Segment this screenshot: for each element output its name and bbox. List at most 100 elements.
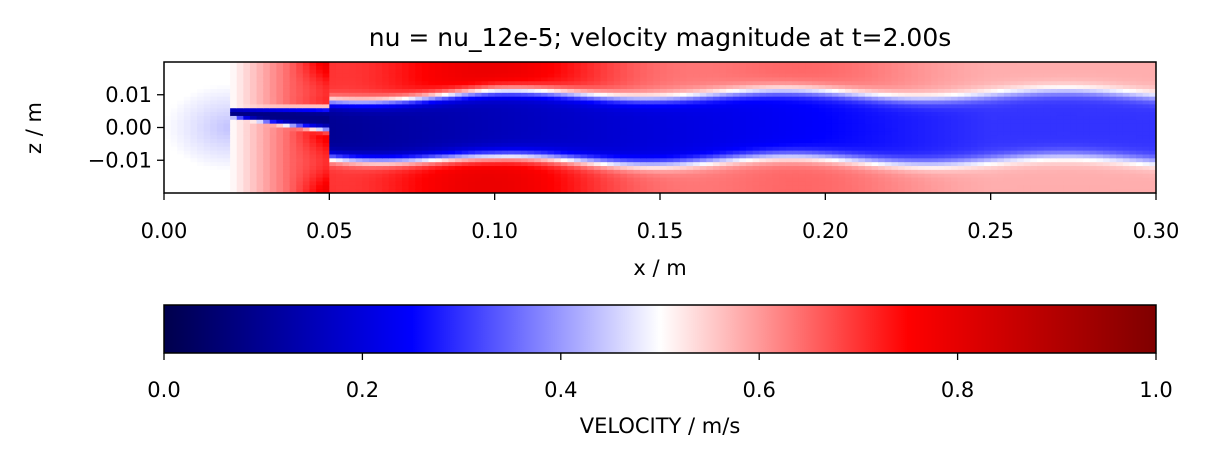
field-cell xyxy=(1103,119,1111,125)
field-cell xyxy=(944,77,952,82)
field-cell xyxy=(845,119,853,125)
field-cell xyxy=(183,108,192,113)
field-cell xyxy=(395,73,403,79)
field-cell xyxy=(177,96,185,102)
field-cell xyxy=(838,88,846,94)
field-cell xyxy=(1023,173,1031,179)
field-cell xyxy=(177,100,185,105)
field-cell xyxy=(911,189,919,193)
field-cell xyxy=(355,65,363,71)
field-cell xyxy=(203,173,211,179)
field-cell xyxy=(633,127,641,132)
field-cell xyxy=(534,139,542,144)
field-cell xyxy=(1003,162,1012,167)
field-cell xyxy=(600,166,608,171)
field-cell xyxy=(891,69,899,75)
field-cell xyxy=(911,96,919,102)
field-cell xyxy=(593,115,602,121)
field-cell xyxy=(984,146,992,152)
field-cell xyxy=(249,135,258,140)
field-cell xyxy=(329,69,337,75)
field-cell xyxy=(712,166,721,171)
field-cell xyxy=(230,104,238,109)
field-cell xyxy=(1070,77,1078,82)
field-cell xyxy=(197,65,205,71)
field-cell xyxy=(454,119,463,125)
field-cell xyxy=(679,139,688,144)
field-cell xyxy=(514,158,522,163)
field-cell xyxy=(1043,81,1051,86)
field-cell xyxy=(335,73,344,79)
field-cell xyxy=(732,131,740,136)
field-cell xyxy=(574,69,582,75)
field-cell xyxy=(402,173,410,179)
field-cell xyxy=(1109,146,1117,152)
field-cell xyxy=(607,150,615,156)
field-cell xyxy=(950,177,959,183)
field-cell xyxy=(1096,146,1104,152)
field-cell xyxy=(845,162,853,167)
field-cell xyxy=(884,158,893,163)
field-cell xyxy=(739,108,747,113)
field-cell xyxy=(607,146,615,152)
field-cell xyxy=(1103,112,1111,117)
field-cell xyxy=(693,119,701,125)
field-cell xyxy=(726,189,734,193)
field-cell xyxy=(183,65,192,71)
field-cell xyxy=(851,127,859,132)
field-cell xyxy=(891,177,899,183)
field-cell xyxy=(984,181,992,186)
field-cell xyxy=(521,69,529,75)
field-cell xyxy=(772,112,780,117)
field-cell xyxy=(183,85,192,90)
field-cell xyxy=(329,115,337,121)
field-cell xyxy=(283,77,291,82)
field-cell xyxy=(527,181,535,186)
field-cell xyxy=(243,181,251,186)
field-cell xyxy=(388,127,397,132)
field-cell xyxy=(944,166,952,171)
field-cell xyxy=(1116,131,1124,136)
field-cell xyxy=(1076,127,1084,132)
field-cell xyxy=(375,85,383,90)
field-cell xyxy=(712,158,721,163)
field-cell xyxy=(825,142,833,148)
field-cell xyxy=(818,69,826,75)
field-cell xyxy=(269,119,278,125)
field-cell xyxy=(613,73,621,79)
field-cell xyxy=(871,69,879,75)
field-cell xyxy=(587,154,595,159)
field-cell xyxy=(779,142,787,148)
field-cell xyxy=(1083,142,1091,148)
field-cell xyxy=(917,104,926,109)
field-cell xyxy=(1043,189,1051,193)
field-cell xyxy=(1043,73,1051,79)
field-cell xyxy=(1109,131,1117,136)
field-cell xyxy=(567,81,575,86)
field-cell xyxy=(514,154,522,159)
field-cell xyxy=(1017,173,1025,179)
field-cell xyxy=(917,85,926,90)
field-cell xyxy=(481,135,489,140)
field-cell xyxy=(1063,77,1071,82)
field-cell xyxy=(812,142,820,148)
field-cell xyxy=(646,181,654,186)
field-cell xyxy=(904,185,912,190)
field-cell xyxy=(316,150,324,156)
field-cell xyxy=(382,115,390,121)
field-cell xyxy=(527,166,535,171)
field-cell xyxy=(441,139,449,144)
field-cell xyxy=(878,166,886,171)
field-cell xyxy=(1017,177,1025,183)
field-cell xyxy=(474,123,483,129)
field-cell xyxy=(388,88,397,94)
field-cell xyxy=(1063,92,1071,98)
field-cell xyxy=(567,115,575,121)
field-cell xyxy=(673,100,681,105)
field-cell xyxy=(891,181,899,186)
field-cell xyxy=(739,77,747,82)
field-cell xyxy=(540,69,549,75)
field-cell xyxy=(666,96,674,102)
field-cell xyxy=(468,150,476,156)
field-cell xyxy=(514,127,522,132)
